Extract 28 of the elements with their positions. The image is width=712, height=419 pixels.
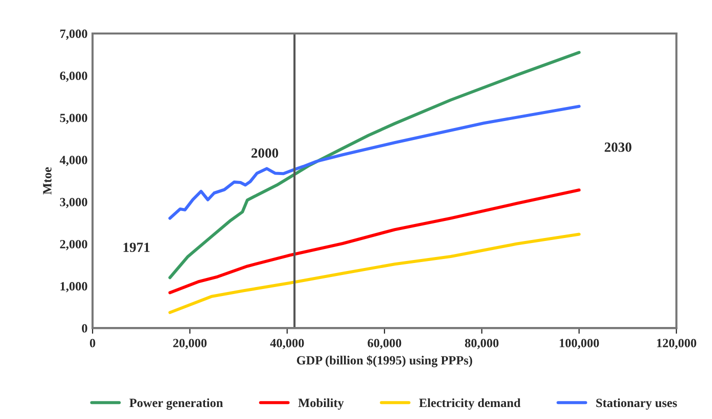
y-axis-title: Mtoe bbox=[43, 167, 52, 194]
annotation: 2000 bbox=[251, 148, 278, 158]
y-tick-label: 4,000 bbox=[60, 156, 88, 166]
x-tick-label: 80,000 bbox=[465, 338, 498, 350]
annotation: 1971 bbox=[124, 242, 150, 252]
line-series bbox=[168, 188, 581, 294]
x-tick-label: 60,000 bbox=[368, 338, 402, 350]
y-tick-label: 6,000 bbox=[60, 72, 88, 82]
x-tick-label: 100,000 bbox=[560, 338, 599, 350]
y-tick-label: 2,000 bbox=[60, 240, 88, 250]
x-tick-label: 20,000 bbox=[173, 338, 207, 350]
y-tick-label: 3,000 bbox=[60, 198, 88, 208]
y-tick-label: 0 bbox=[82, 324, 88, 333]
y-tick-label: 5,000 bbox=[60, 114, 88, 124]
x-tick-label: 120,000 bbox=[657, 338, 696, 350]
x-tick-label: 40,000 bbox=[270, 338, 304, 350]
line-series bbox=[168, 232, 581, 314]
legend-label: Power generation bbox=[129, 398, 223, 410]
y-tick-label: 1,000 bbox=[60, 282, 88, 292]
legend-label: Electricity demand bbox=[419, 398, 520, 410]
line-series bbox=[168, 104, 581, 220]
x-axis-title: GDP (billion $(1995) using PPPs) bbox=[296, 355, 472, 368]
x-tick-label: 0 bbox=[90, 338, 96, 348]
legend-label: Stationary uses bbox=[596, 398, 677, 410]
line-series bbox=[168, 50, 581, 280]
y-tick-label: 7,000 bbox=[60, 30, 88, 40]
annotation: 2030 bbox=[604, 142, 632, 152]
legend-label: Mobility bbox=[298, 398, 344, 410]
